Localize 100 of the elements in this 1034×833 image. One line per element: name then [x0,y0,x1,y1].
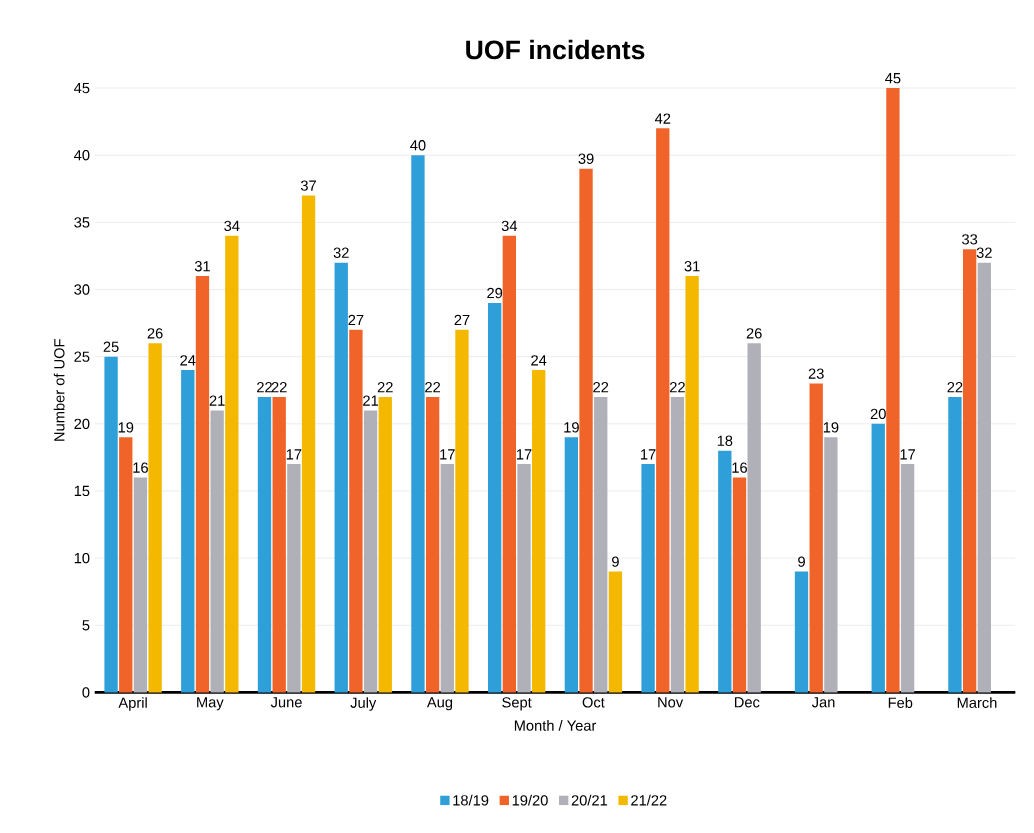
bar [349,330,363,693]
x-tick-label: July [350,697,377,712]
legend-label: 21/22 [631,794,667,806]
data-label: 31 [194,261,210,272]
legend-label: 19/20 [512,794,548,806]
bar [225,236,239,693]
bar [656,128,670,693]
bar [363,410,378,693]
x-tick-label: Oct [582,697,605,708]
bar [962,249,977,693]
x-tick-label: Sept [502,697,532,711]
bar [564,437,579,693]
y-tick-label: 45 [74,83,90,94]
data-label: 21 [363,395,379,406]
data-label: 32 [333,247,349,259]
x-tick-label: Jan [811,697,835,708]
data-label: 37 [300,180,316,192]
y-tick-label: 5 [82,620,90,631]
data-label: 17 [900,449,916,460]
bar [824,437,838,693]
x-tick-label: Dec [734,697,760,708]
data-label: 17 [440,449,455,460]
data-label: 18 [717,435,733,447]
bar [977,262,991,693]
bar [685,276,699,693]
data-label: 19 [118,422,134,433]
data-label: 27 [454,315,470,326]
data-label: 19 [823,422,839,433]
x-tick-label: Aug [426,697,453,711]
legend-label: 20/21 [571,794,608,806]
data-label: 31 [684,261,700,272]
bar [440,464,454,693]
chart-title: UOF incidents [466,39,645,60]
data-label: 39 [578,153,594,165]
data-label: 20 [870,408,886,420]
bar [104,356,118,693]
bar [794,571,809,693]
bar [301,195,316,693]
data-label: 17 [516,449,532,460]
y-tick-label: 35 [74,217,90,228]
y-tick-label: 25 [74,351,90,363]
data-label: 9 [798,556,805,568]
bar [411,155,425,693]
x-tick-label: June [270,697,302,708]
bar [272,397,286,693]
bar [900,464,915,693]
y-tick-label: 40 [74,150,90,161]
data-label: 32 [976,247,992,259]
bar [148,343,162,693]
bar [747,343,761,693]
data-label: 29 [487,288,503,299]
y-tick-label: 30 [74,284,90,295]
bar [181,370,195,693]
y-tick-label: 20 [74,418,90,430]
data-label: 34 [501,220,518,232]
y-tick-label: 10 [74,553,90,564]
y-axis-title: Number of UOF [53,339,65,442]
data-label: 17 [641,449,656,460]
data-label: 27 [348,315,364,326]
y-tick-label: 15 [74,486,90,497]
y-tick-label: 0 [82,687,90,698]
bar [809,383,823,693]
data-label: 22 [257,382,272,393]
bar [718,450,732,693]
bar [133,477,148,693]
data-label: 16 [732,462,747,474]
data-label: 22 [377,382,393,393]
data-label: 16 [133,462,148,474]
data-label: 24 [531,355,547,366]
x-tick-label: Nov [658,697,684,708]
bar [455,330,469,693]
data-label: 24 [180,355,196,366]
data-label: 26 [147,328,163,339]
data-label: 22 [593,382,609,393]
bar [594,397,608,693]
legend-label: 18/19 [453,794,489,806]
bar [119,437,133,693]
bar [195,276,210,693]
data-label: 22 [947,382,963,393]
data-label: 33 [962,234,978,245]
data-label: 25 [103,341,119,353]
data-label: 23 [808,368,824,380]
data-label: 34 [224,220,240,232]
bar [886,88,900,693]
data-label: 42 [654,113,671,124]
x-axis-title: Month / Year [514,720,597,732]
bar [670,397,685,693]
data-label: 22 [425,382,441,393]
data-label: 40 [410,140,426,151]
x-tick-label: May [197,697,224,711]
bar [487,303,502,693]
bar [517,464,531,693]
x-tick-label: April [118,697,147,712]
data-label: 21 [209,395,225,406]
bar [641,464,655,693]
data-label: 26 [746,328,762,339]
x-tick-label: March [957,697,997,709]
bar [608,571,623,693]
bar [287,464,301,693]
bar [210,410,224,693]
